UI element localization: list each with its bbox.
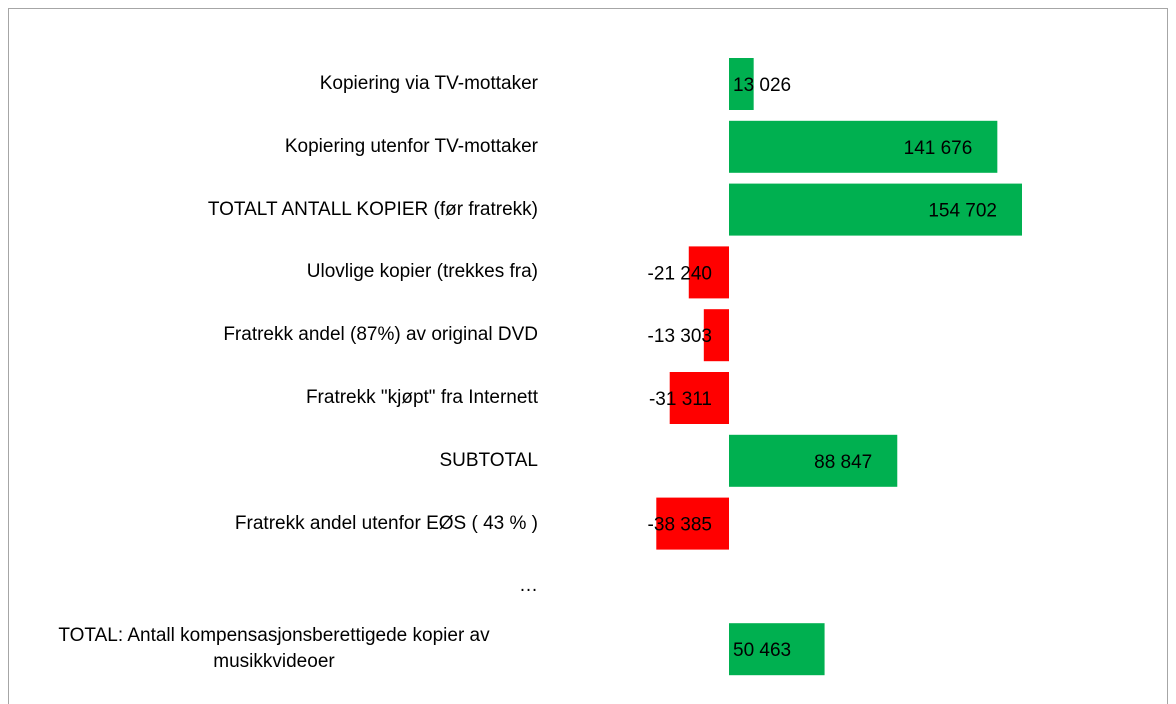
value-label: -38 385 bbox=[648, 515, 712, 536]
bar bbox=[729, 623, 825, 676]
value-label: -13 303 bbox=[648, 326, 712, 347]
value-label: 88 847 bbox=[814, 452, 872, 473]
frame bbox=[8, 8, 1168, 704]
bar bbox=[729, 183, 1022, 236]
value-label: 154 702 bbox=[928, 201, 997, 222]
bar bbox=[656, 497, 729, 550]
category-label: … bbox=[519, 575, 538, 597]
category-label: TOTAL: Antall kompensasjonsberettigede k… bbox=[58, 625, 490, 673]
value-label: -21 240 bbox=[648, 263, 712, 284]
value-label: -31 311 bbox=[649, 389, 712, 410]
category-label: Fratrekk andel utenfor EØS ( 43 % ) bbox=[234, 512, 538, 534]
category-label: Ulovlige kopier (trekkes fra) bbox=[306, 261, 538, 283]
category-label: Kopiering utenfor TV-mottaker bbox=[284, 135, 538, 157]
category-label: Fratrekk "kjøpt" fra Internett bbox=[305, 387, 538, 408]
value-label: 50 463 bbox=[733, 640, 791, 661]
category-label: SUBTOTAL bbox=[439, 449, 538, 471]
category-label: Fratrekk andel (87%) av original DVD bbox=[223, 324, 538, 346]
category-label: TOTALT ANTALL KOPIER (før fratrekk) bbox=[207, 198, 538, 220]
bar bbox=[729, 58, 754, 110]
bar bbox=[729, 120, 998, 173]
value-label: 13 026 bbox=[733, 75, 791, 96]
bar bbox=[729, 434, 898, 487]
bar bbox=[688, 246, 729, 299]
category-label: Kopiering via TV-mottaker bbox=[319, 73, 538, 94]
bar bbox=[669, 372, 729, 424]
value-label: 141 676 bbox=[904, 138, 973, 159]
bar bbox=[703, 309, 729, 362]
